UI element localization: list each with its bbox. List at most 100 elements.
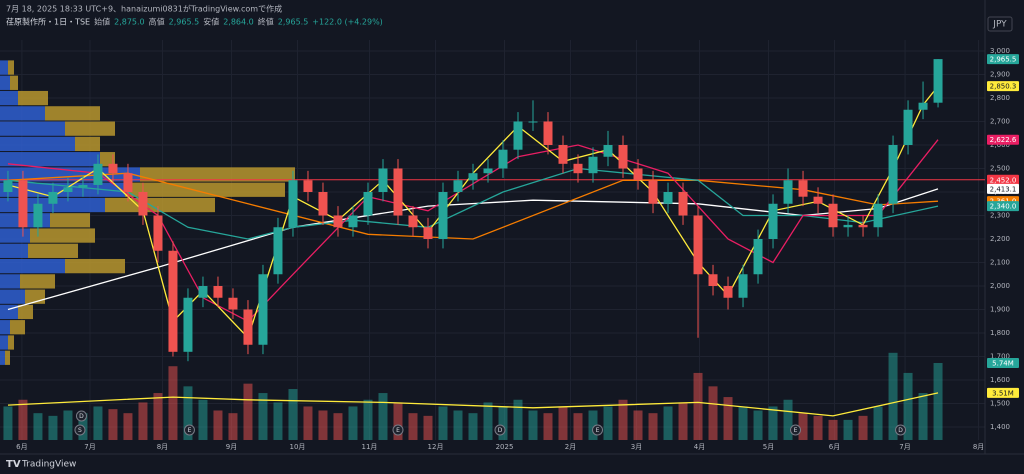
volume-bar: [618, 399, 628, 440]
profile-up: [0, 289, 25, 304]
profile-up: [0, 90, 18, 106]
ohlc-label: 始値: [94, 17, 110, 27]
ma-line: [7, 167, 939, 240]
profile-up: [0, 152, 100, 167]
volume-bar: [18, 399, 28, 440]
volume-bar: [633, 410, 643, 440]
y-tick-label: 1,700: [990, 353, 1010, 361]
currency-box[interactable]: [987, 16, 1013, 32]
volume-bar: [213, 410, 223, 440]
candle-body: [783, 180, 793, 204]
candle-body: [483, 168, 493, 174]
candle-body: [708, 274, 718, 287]
volume-bar: [798, 413, 808, 440]
volume-bar: [258, 393, 268, 440]
x-tick-label: 8月: [157, 443, 168, 451]
ma-line: [7, 172, 939, 240]
profile-down: [45, 106, 100, 121]
event-label: S: [78, 427, 82, 434]
volume-bar: [3, 406, 13, 440]
badge-label: 5.74M: [992, 360, 1014, 368]
ohlc-value: 2,965.5: [278, 18, 309, 27]
profile-up: [0, 121, 65, 136]
candle-body: [918, 102, 928, 110]
candle-body: [648, 180, 658, 204]
volume-bar: [513, 399, 523, 440]
volume-bar: [438, 406, 448, 440]
volume-bar: [723, 397, 733, 440]
y-tick-label: 2,600: [990, 141, 1010, 149]
candle-body: [753, 239, 763, 275]
volume-bar: [918, 393, 928, 440]
candle-body: [228, 297, 238, 310]
x-tick-label: 6月: [16, 443, 27, 451]
volume-bar: [603, 406, 613, 440]
currency[interactable]: JPY: [992, 20, 1007, 30]
event-marker: [494, 424, 506, 436]
badge-label: 2,452.0: [990, 176, 1017, 184]
candle-body: [588, 156, 598, 174]
profile-up: [0, 136, 75, 152]
volume-bar: [903, 372, 913, 440]
candle-body: [108, 163, 118, 174]
volume-bar: [708, 386, 718, 440]
candle-body: [273, 227, 283, 275]
candle-body: [558, 144, 568, 164]
candle-body: [63, 187, 73, 193]
candle-body: [288, 180, 298, 228]
badge-label: 2,413.1: [990, 185, 1017, 193]
profile-up: [0, 228, 30, 243]
volume-bar: [558, 406, 568, 440]
y-tick-label: 1,400: [990, 423, 1010, 431]
price-badge: [987, 387, 1019, 398]
candle-body: [813, 196, 823, 204]
candle-body: [93, 163, 103, 185]
profile-down: [50, 213, 90, 228]
candle-body: [123, 173, 133, 193]
volume-bar: [858, 415, 868, 440]
profile-up: [0, 75, 10, 90]
candle-body: [498, 149, 508, 169]
ohlc-value: 2,864.0: [223, 18, 254, 27]
candle-body: [183, 297, 193, 352]
profile-up: [0, 182, 125, 197]
profile-up: [0, 243, 28, 258]
candle-body: [168, 250, 178, 352]
profile-down: [8, 60, 14, 75]
volume-bar: [768, 406, 778, 440]
candle-body: [633, 168, 643, 181]
event-label: E: [596, 427, 600, 434]
candle-body: [318, 192, 328, 216]
candle-body: [468, 173, 478, 181]
event-marker: [183, 424, 195, 436]
volume-bar: [288, 389, 298, 440]
candle-body: [678, 192, 688, 216]
candle-body: [723, 286, 733, 298]
candle-body: [243, 309, 253, 345]
volume-bar: [693, 372, 703, 440]
volume-bar: [198, 399, 208, 440]
volume-bar: [318, 410, 328, 440]
profile-down: [100, 152, 115, 167]
ohlc-value: 2,965.5: [169, 18, 200, 27]
volume-bar: [408, 413, 418, 440]
price-badge: [987, 134, 1019, 145]
x-tick-label: 6月: [829, 443, 840, 451]
candle-body: [768, 203, 778, 240]
event-label: E: [794, 427, 798, 434]
footer-brand: TradingView: [21, 460, 76, 470]
price-badge: [987, 81, 1019, 92]
change: +122.0 (+4.29%): [312, 18, 383, 27]
y-tick-label: 2,200: [990, 235, 1010, 243]
profile-up: [0, 274, 20, 289]
badge-label: 3.51M: [992, 389, 1014, 397]
footer-logo: TV: [6, 459, 21, 470]
profile-up: [0, 106, 45, 121]
profile-down: [125, 182, 285, 197]
y-tick-label: 2,300: [990, 212, 1010, 220]
candle-body: [378, 168, 388, 193]
candle-body: [303, 180, 313, 193]
y-tick-label: 2,800: [990, 94, 1010, 102]
volume-bar: [333, 413, 343, 440]
